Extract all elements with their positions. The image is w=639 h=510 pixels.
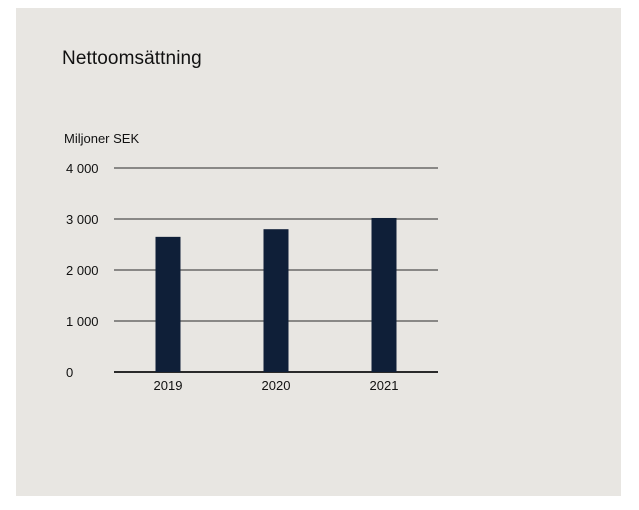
y-tick-label: 4 000: [66, 161, 99, 176]
bar-2019: [155, 236, 181, 372]
y-tick-label: 3 000: [66, 212, 99, 227]
bar-2020: [263, 229, 289, 372]
y-tick-label: 0: [66, 365, 73, 380]
x-tick-label: 2020: [262, 378, 291, 393]
y-tick-label: 2 000: [66, 263, 99, 278]
tick-labels: 0 1 000 2 000 3 000 4 000 2019 2020 2021: [66, 161, 398, 393]
bar-2021: [371, 217, 397, 372]
chart-panel: Nettoomsättning: [16, 8, 621, 496]
x-tick-label: 2019: [154, 378, 183, 393]
bars: [155, 217, 397, 372]
chart-title: Nettoomsättning: [62, 48, 202, 69]
x-tick-label: 2021: [370, 378, 399, 393]
y-tick-label: 1 000: [66, 314, 99, 329]
y-axis-label: Miljoner SEK: [64, 131, 139, 146]
